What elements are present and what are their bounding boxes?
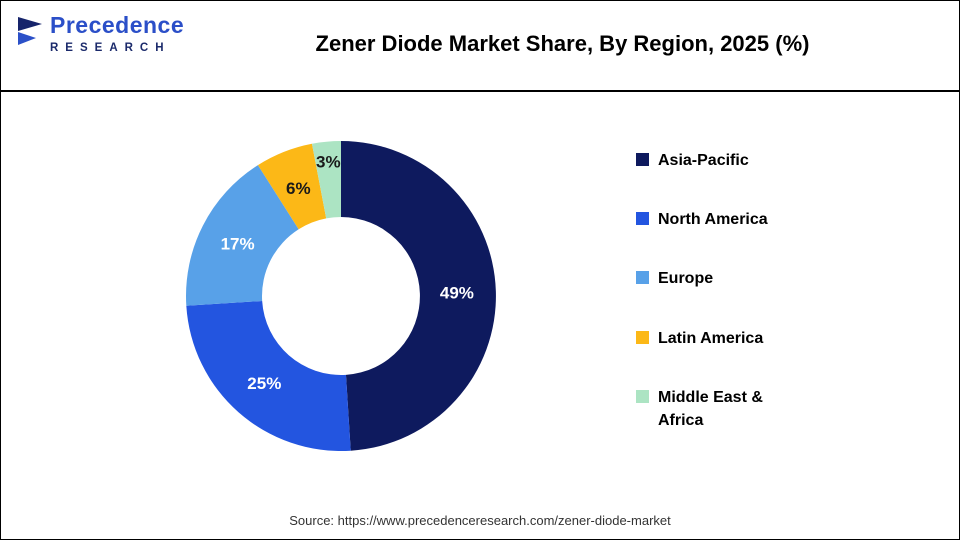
donut-slice-middle-east-africa — [311, 141, 341, 219]
logo-word-research: RESEARCH — [50, 42, 171, 54]
precedence-research-logo: Precedence RESEARCH — [17, 14, 184, 54]
slice-percent-label: 17% — [221, 234, 255, 253]
donut-slice-north-america — [186, 300, 351, 451]
donut-slice-europe — [186, 165, 299, 306]
legend-item-latin-america: Latin America — [636, 327, 794, 350]
logo-mark-icon — [17, 16, 43, 53]
source-attribution: Source: https://www.precedenceresearch.c… — [289, 513, 671, 528]
legend-swatch-middle-east-africa — [636, 389, 649, 403]
donut-chart: 49% 25% 17% 6% 3% — [186, 141, 496, 451]
slice-percent-label: 25% — [247, 374, 281, 393]
legend-swatch-north-america — [636, 212, 649, 226]
slice-percent-label: 49% — [440, 283, 474, 302]
legend-item-asia-pacific: Asia-Pacific — [636, 149, 794, 172]
chart-legend: Asia-Pacific North America Europe Latin … — [636, 149, 794, 468]
legend-label: Asia-Pacific — [658, 152, 749, 169]
donut-slice-asia-pacific — [341, 141, 496, 451]
donut-slice-latin-america — [257, 143, 327, 230]
slice-percent-label: 6% — [286, 179, 311, 198]
legend-label: Europe — [658, 270, 714, 288]
legend-label: Middle East & Africa — [658, 388, 763, 429]
legend-item-north-america: North America — [636, 208, 794, 231]
legend-label: North America — [658, 211, 768, 229]
legend-swatch-asia-pacific — [636, 153, 649, 166]
legend-label: Latin America — [658, 329, 764, 347]
legend-swatch-europe — [636, 271, 649, 285]
legend-item-europe: Europe — [636, 267, 794, 290]
chart-title: Zener Diode Market Share, By Region, 202… — [315, 31, 810, 56]
header: Precedence RESEARCH Zener Diode Market S… — [1, 1, 959, 92]
slice-percent-label: 3% — [316, 153, 341, 172]
donut-chart-container: 49% 25% 17% 6% 3% — [151, 101, 531, 496]
logo-word-precedence: Precedence — [50, 12, 185, 38]
logo-text: Precedence RESEARCH — [50, 12, 185, 55]
legend-swatch-latin-america — [636, 330, 649, 344]
legend-item-middle-east-africa: Middle East & Africa — [636, 386, 794, 432]
